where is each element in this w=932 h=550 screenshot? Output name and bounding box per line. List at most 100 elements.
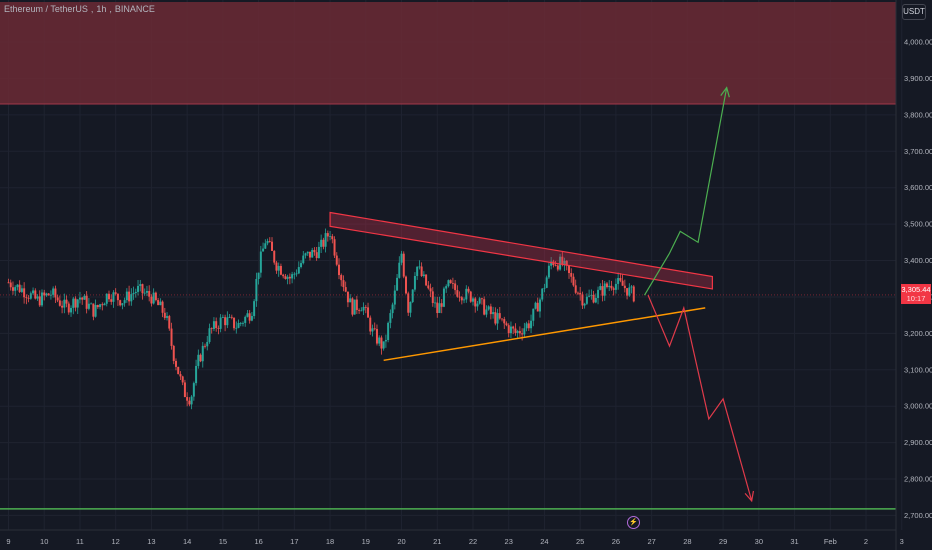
candle [393,285,396,310]
candle [547,262,550,279]
candle [170,322,173,350]
candle [221,314,224,319]
candle-body [297,267,300,274]
candle-body [427,285,430,289]
candle-body [212,321,215,329]
y-tick-label: 4,000.00 [904,38,932,47]
candle-body [208,328,211,342]
candle-body [302,255,305,264]
currency-button[interactable]: USDT [902,4,926,20]
candle [335,252,338,267]
candle-body [532,308,535,321]
x-tick-label: 29 [719,537,727,546]
candle [199,353,202,363]
candle [532,308,535,327]
candle [96,304,99,309]
candle-body [387,322,390,341]
candle-body [304,253,307,256]
candle-body [485,309,488,315]
candle-body [581,294,584,306]
candle-body [268,241,271,242]
candle-body [550,261,553,266]
candle-body [338,264,341,276]
candle-body [61,305,64,308]
candle [463,297,466,304]
candle-body [110,299,113,302]
candle-body [257,272,260,279]
candle-body [300,263,303,268]
candle [436,296,439,318]
candle-body [277,265,280,271]
candle-body [112,292,115,302]
candle-body [230,316,233,318]
candle-body [145,291,148,293]
candle [186,392,189,407]
candle [295,269,298,277]
candle [355,295,358,315]
candle-body [561,256,564,265]
candle [38,290,41,307]
candle-body [619,278,622,281]
x-tick-label: Feb [824,537,837,546]
candle-body [360,310,363,312]
candle-body [574,285,577,293]
candle-body [36,296,39,299]
candle [614,278,617,294]
candle [302,251,305,265]
candle-body [384,340,387,342]
candle [228,314,231,318]
x-tick-label: 18 [326,537,334,546]
candle [516,329,519,339]
candle [572,273,575,287]
candle [87,298,90,311]
interval: 1h [96,4,107,14]
candle-body [351,298,354,315]
candle-body [324,233,327,247]
candle-body [94,304,97,317]
candle [534,301,537,310]
candle [579,286,582,301]
candle-body [409,302,412,313]
y-tick-label: 3,900.00 [904,74,932,83]
x-axis[interactable]: 9 10 11 12 13 14 15 16 17 18 19 20 21 22 23 24 25 26 27 28 2… [0,529,904,546]
candle-body [29,293,32,299]
candle-body [286,276,289,279]
candle-body [210,328,213,330]
candle-body [168,316,171,329]
candle [306,251,309,256]
candle [326,230,329,242]
candle-body [103,303,106,306]
candle-body [123,300,126,304]
candle [527,320,530,331]
candle [371,324,374,337]
candle-body [215,321,218,329]
candle-body [157,300,160,306]
candle [525,321,528,332]
candle-body [148,291,151,297]
symbol-legend[interactable]: Ethereum / TetherUS , 1h , BINANCE [4,4,155,14]
candle-body [431,291,434,304]
candle [163,307,166,320]
x-tick-label: 23 [505,537,513,546]
candle [145,285,148,297]
candle [112,290,115,308]
candle [18,280,21,293]
candle [54,285,57,303]
candle-body [85,295,88,309]
candle [603,280,606,301]
candle-body [340,275,343,281]
candle-body [14,287,17,291]
candle-body [38,296,41,306]
candle [277,262,280,277]
candle [152,288,155,305]
candle [621,274,624,286]
candle-body [449,280,452,284]
candle-body [478,298,481,304]
candle [324,228,327,253]
candle-body [563,260,566,265]
lightning-icon[interactable]: ⚡ [627,516,640,529]
x-tick-label: 27 [647,537,655,546]
candle [315,247,318,261]
